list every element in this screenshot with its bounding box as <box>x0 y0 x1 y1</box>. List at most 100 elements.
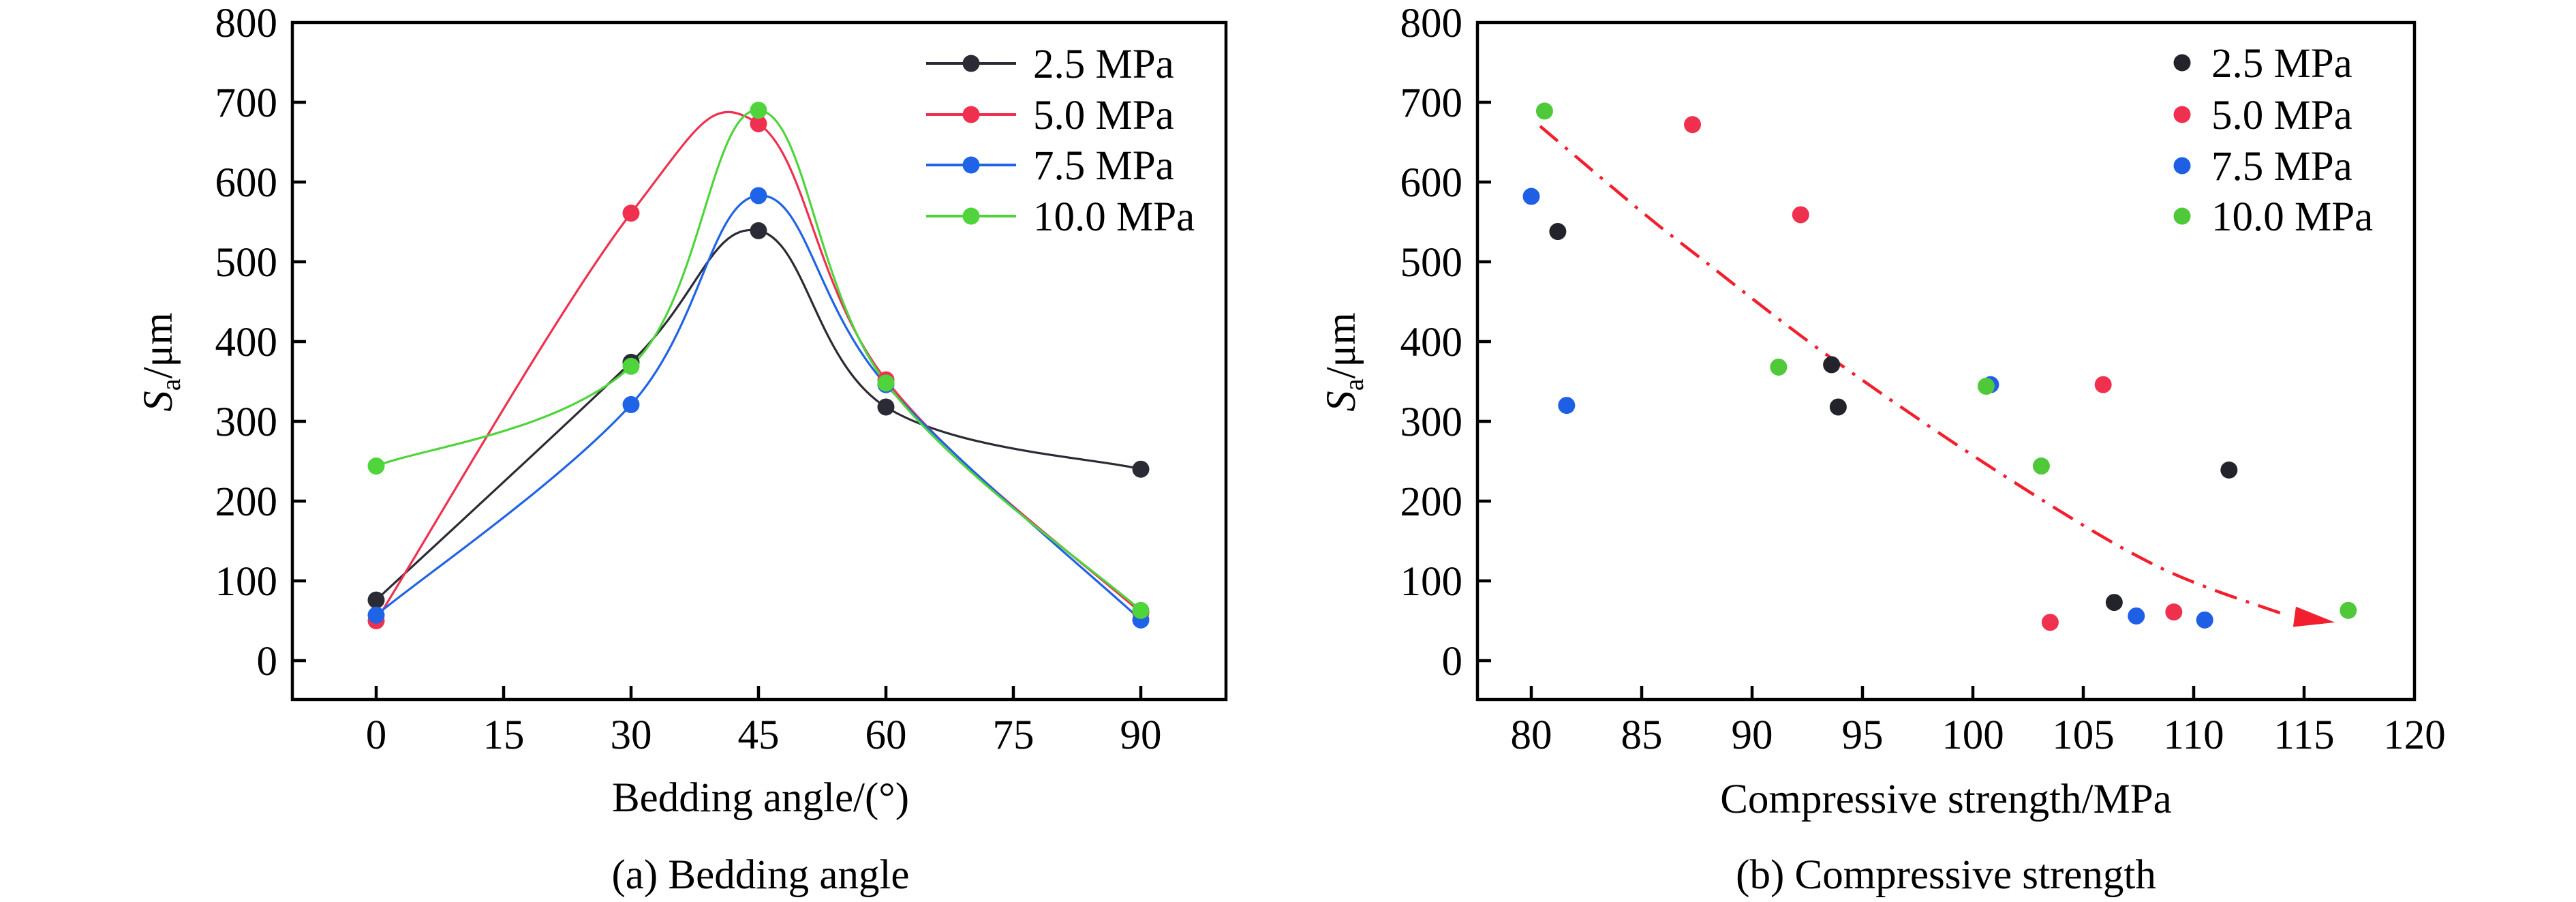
series-group <box>367 102 1150 629</box>
data-point <box>750 102 767 119</box>
data-point <box>750 222 767 239</box>
x-tick-label: 95 <box>1842 712 1884 758</box>
data-point <box>2340 601 2357 619</box>
y-axis-title-unit: /μm <box>136 312 181 378</box>
x-tick-label: 60 <box>865 712 907 758</box>
legend-label: 10.0 MPa <box>2211 194 2373 240</box>
data-point <box>2220 461 2238 479</box>
legend-marker <box>962 55 980 72</box>
legend-label: 2.5 MPa <box>1033 42 1174 87</box>
plot-frame <box>1475 20 2417 702</box>
legend-item: 10.0 MPa <box>926 194 1195 240</box>
x-tick-label: 90 <box>1120 712 1162 758</box>
series-line-2-5-mpa <box>375 228 1142 601</box>
y-tick-label: 600 <box>1400 160 1463 206</box>
legend-label: 2.5 MPa <box>2211 41 2352 87</box>
data-point <box>367 457 385 475</box>
x-tick-label: 115 <box>2273 712 2334 758</box>
data-point <box>1132 601 1150 619</box>
x-tick-label: 75 <box>993 712 1034 758</box>
data-point <box>1535 102 1553 120</box>
series-line-10-0-mpa <box>375 109 1142 612</box>
trend-arrow-head <box>2293 606 2335 627</box>
chart-panel-bedding-angle: 0 100 200 300 400 500 600 700 800 0 15 30 45 60 75 90 Be… <box>136 1 1228 898</box>
data-point <box>1684 116 1702 134</box>
series-line-7-5-mpa <box>375 194 1142 621</box>
legend-item: 2.5 MPa <box>926 42 1174 87</box>
x-tick-label: 15 <box>483 712 525 758</box>
x-tick-label: 100 <box>1942 712 2004 758</box>
data-point <box>2128 607 2145 625</box>
data-point <box>877 398 895 416</box>
x-axis-title: Bedding angle/(°) <box>612 775 909 821</box>
data-point <box>2196 611 2213 629</box>
legend-item: 7.5 MPa <box>926 143 1174 189</box>
x-tick-label: 30 <box>611 712 652 758</box>
x-axis-title: Compressive strength/MPa <box>1720 777 2171 822</box>
data-point <box>2032 457 2050 475</box>
data-point <box>877 374 895 392</box>
y-tick-label: 800 <box>1400 1 1463 46</box>
y-tick-label: 200 <box>215 479 278 525</box>
x-tick-label: 105 <box>2052 712 2115 758</box>
data-point <box>1829 398 1847 416</box>
y-axis-title: Sa/μm <box>136 312 186 411</box>
y-tick-label: 0 <box>257 639 278 685</box>
y-axis-title-symbol: S <box>136 391 181 412</box>
data-point <box>2165 603 2183 621</box>
chart-panel-compressive-strength: 0 100 200 300 400 500 600 700 800 80 85 90 95 100 105 1… <box>1319 1 2446 898</box>
panel-caption: (a) Bedding angle <box>611 852 909 898</box>
legend-marker <box>2173 207 2191 225</box>
y-tick-label: 400 <box>1400 320 1463 365</box>
y-tick-label: 700 <box>215 80 278 126</box>
y-axis-title-unit: /μm <box>1319 312 1364 378</box>
data-point <box>1792 206 1809 224</box>
y-tick-label: 0 <box>1442 639 1463 685</box>
x-tick-label: 110 <box>2163 712 2224 758</box>
x-tick-label: 80 <box>1511 712 1552 758</box>
y-tick-label: 500 <box>1400 240 1463 286</box>
legend-marker <box>962 156 980 174</box>
data-point <box>367 606 385 624</box>
data-point <box>1549 223 1567 241</box>
legend-item: 7.5 MPa <box>2173 144 2352 190</box>
y-axis-title-subscript: a <box>1338 378 1369 391</box>
legend-item: 2.5 MPa <box>2173 41 2352 87</box>
legend-marker <box>2173 157 2191 175</box>
legend-marker <box>2173 54 2191 72</box>
data-point <box>622 357 640 375</box>
panel-caption: (b) Compressive strength <box>1736 852 2156 898</box>
legend-item: 10.0 MPa <box>2173 194 2373 240</box>
data-point <box>2105 594 2123 612</box>
legend-label: 5.0 MPa <box>2211 93 2352 138</box>
x-tick-label: 45 <box>738 712 780 758</box>
legend-marker <box>962 106 980 123</box>
y-axis-title: Sa/μm <box>1319 312 1369 411</box>
data-point <box>1823 356 1841 374</box>
legend-label: 5.0 MPa <box>1033 93 1174 138</box>
y-tick-label: 300 <box>215 400 278 445</box>
y-tick-label: 500 <box>215 240 278 286</box>
legend-marker <box>962 207 980 225</box>
y-axis-title-subscript: a <box>155 378 186 391</box>
y-tick-label: 600 <box>215 160 278 206</box>
data-point <box>1558 397 1576 415</box>
data-point <box>1522 187 1540 205</box>
data-point <box>750 187 767 205</box>
legend-label: 7.5 MPa <box>1033 143 1174 189</box>
y-tick-label: 800 <box>215 1 278 46</box>
legend-marker <box>2173 106 2191 123</box>
y-tick-label: 400 <box>215 320 278 365</box>
y-axis-title-symbol: S <box>1319 391 1364 412</box>
x-tick-label: 120 <box>2383 712 2446 758</box>
legend-label: 7.5 MPa <box>2211 144 2352 190</box>
data-point <box>1977 378 1995 395</box>
y-tick-label: 100 <box>215 559 278 605</box>
data-point <box>2094 376 2112 393</box>
data-point <box>1132 460 1150 478</box>
legend-item: 5.0 MPa <box>926 93 1174 138</box>
y-tick-label: 700 <box>1400 80 1463 126</box>
x-tick-label: 90 <box>1732 712 1773 758</box>
legend: 2.5 MPa 5.0 MPa 7.5 MPa 10.0 MPa <box>926 42 1195 240</box>
